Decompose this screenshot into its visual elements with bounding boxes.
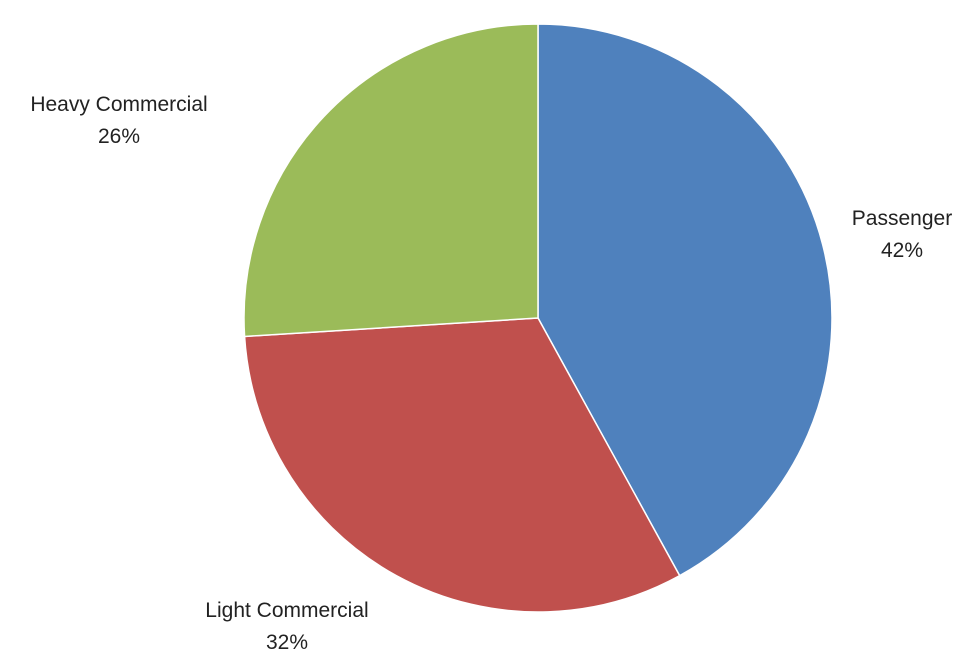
slice-label-heavy-commercial: Heavy Commercial bbox=[30, 93, 207, 116]
slice-label-light-commercial: Light Commercial bbox=[205, 599, 368, 622]
pie-slices bbox=[243, 23, 833, 613]
slice-percent-passenger: 42% bbox=[881, 239, 923, 262]
slice-percent-light-commercial: 32% bbox=[266, 631, 308, 654]
slice-percent-heavy-commercial: 26% bbox=[98, 125, 140, 148]
pie-slice-heavy-commercial bbox=[243, 23, 539, 338]
pie-labels: Passenger 42% Light Commercial 32% Heavy Com… bbox=[30, 93, 952, 654]
pie-slice-light-commercial bbox=[243, 317, 681, 613]
slice-label-passenger: Passenger bbox=[852, 207, 952, 230]
pie-slice-passenger bbox=[537, 23, 833, 577]
